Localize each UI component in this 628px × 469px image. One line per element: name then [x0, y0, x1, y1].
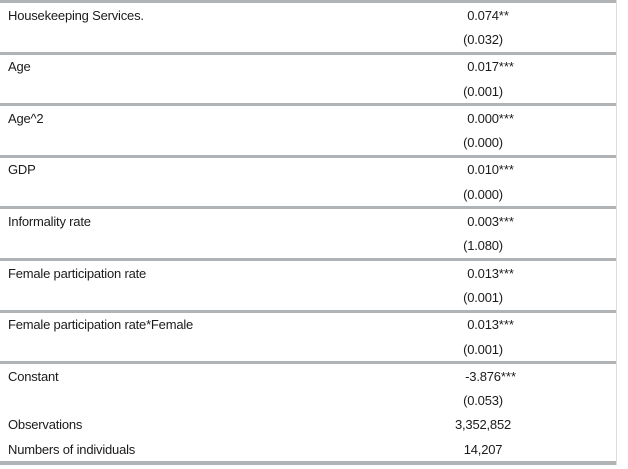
coefficient-number: 0.003 [467, 214, 499, 230]
coefficient-value: 0.013*** [467, 265, 514, 281]
variable-label: Age^2 [8, 110, 44, 126]
coefficient-number: (0.032) [463, 31, 503, 47]
variable-label: GDP [8, 162, 36, 178]
table-row: GDP 0.010*** [0, 158, 616, 182]
group-separator [0, 51, 616, 55]
coefficient-number: (0.000) [463, 135, 503, 151]
group-separator [0, 361, 616, 365]
table-row: (0.032) [0, 27, 616, 51]
coefficient-value: -3.876*** [465, 368, 517, 384]
variable-label: Observations [8, 417, 83, 433]
coefficient-value: (0.001) [350, 290, 616, 305]
coefficient-number: 0.017 [467, 59, 499, 75]
group-separator [0, 309, 616, 313]
coefficient-value: (1.080) [350, 238, 616, 253]
coefficient-value: (0.001) [350, 84, 616, 99]
coefficient-number: -3.876 [465, 368, 501, 384]
coefficient-value: (0.000) [350, 187, 616, 202]
coefficient-value: (0.053) [350, 393, 616, 408]
coefficient-number: 0.010 [467, 162, 499, 178]
coefficient-value: 14,207 [350, 442, 616, 457]
coefficient-value: 0.074** [467, 7, 509, 23]
table-bottom-border [0, 461, 616, 466]
regression-table: Housekeeping Services. 0.074** (0.032) A… [0, 0, 617, 466]
coefficient-value: 3,352,852 [350, 417, 616, 432]
table-row: Age 0.017*** [0, 55, 616, 79]
table-row: (1.080) [0, 234, 616, 258]
table-row: (0.000) [0, 182, 616, 206]
coefficient-number: (0.000) [463, 186, 503, 202]
table-row: Female participation rate*Female 0.013**… [0, 313, 616, 337]
table-row: Numbers of individuals 14,207 [0, 437, 616, 461]
variable-label: Age [8, 59, 31, 75]
variable-label: Informality rate [8, 214, 91, 230]
coefficient-value: (0.001) [350, 342, 616, 357]
table-row: (0.001) [0, 337, 616, 361]
coefficient-number: 3,352,852 [454, 417, 512, 433]
table-top-border [0, 0, 616, 3]
coefficient-number: 0.074 [467, 7, 499, 23]
coefficient-number: (0.053) [463, 393, 503, 409]
coefficient-number: (0.001) [463, 289, 503, 305]
table-body: Housekeeping Services. 0.074** (0.032) A… [0, 3, 616, 461]
coefficient-number: 0.000 [467, 110, 499, 126]
table-row: (0.001) [0, 285, 616, 309]
table-row: Female participation rate 0.013*** [0, 261, 616, 285]
coefficient-number: (0.001) [463, 83, 503, 99]
coefficient-value: 0.013*** [467, 317, 514, 333]
table-row: (0.000) [0, 130, 616, 154]
coefficient-number: (0.001) [463, 341, 503, 357]
group-separator [0, 103, 616, 107]
table-row: Informality rate 0.003*** [0, 209, 616, 233]
coefficient-value: 0.017*** [467, 59, 514, 75]
coefficient-number: 0.013 [467, 265, 499, 281]
coefficient-value: 0.010*** [467, 162, 514, 178]
group-separator [0, 257, 616, 261]
coefficient-value: (0.000) [350, 135, 616, 150]
coefficient-value: (0.032) [350, 32, 616, 47]
variable-label: Constant [8, 368, 59, 384]
table-row: Observations 3,352,852 [0, 413, 616, 437]
variable-label: Female participation rate [8, 265, 147, 281]
coefficient-number: 14,207 [463, 441, 503, 457]
table-row: (0.053) [0, 388, 616, 412]
table-row: Age^2 0.000*** [0, 106, 616, 130]
coefficient-number: 0.013 [467, 317, 499, 333]
group-separator [0, 206, 616, 210]
table-row: Constant -3.876*** [0, 364, 616, 388]
variable-label: Numbers of individuals [8, 441, 136, 457]
coefficient-number: (1.080) [463, 238, 503, 254]
group-separator [0, 154, 616, 158]
coefficient-value: 0.000*** [467, 110, 514, 126]
coefficient-value: 0.003*** [467, 214, 514, 230]
variable-label: Housekeeping Services. [8, 7, 144, 23]
table-row: (0.001) [0, 79, 616, 103]
variable-label: Female participation rate*Female [8, 317, 194, 333]
table-row: Housekeeping Services. 0.074** [0, 3, 616, 27]
